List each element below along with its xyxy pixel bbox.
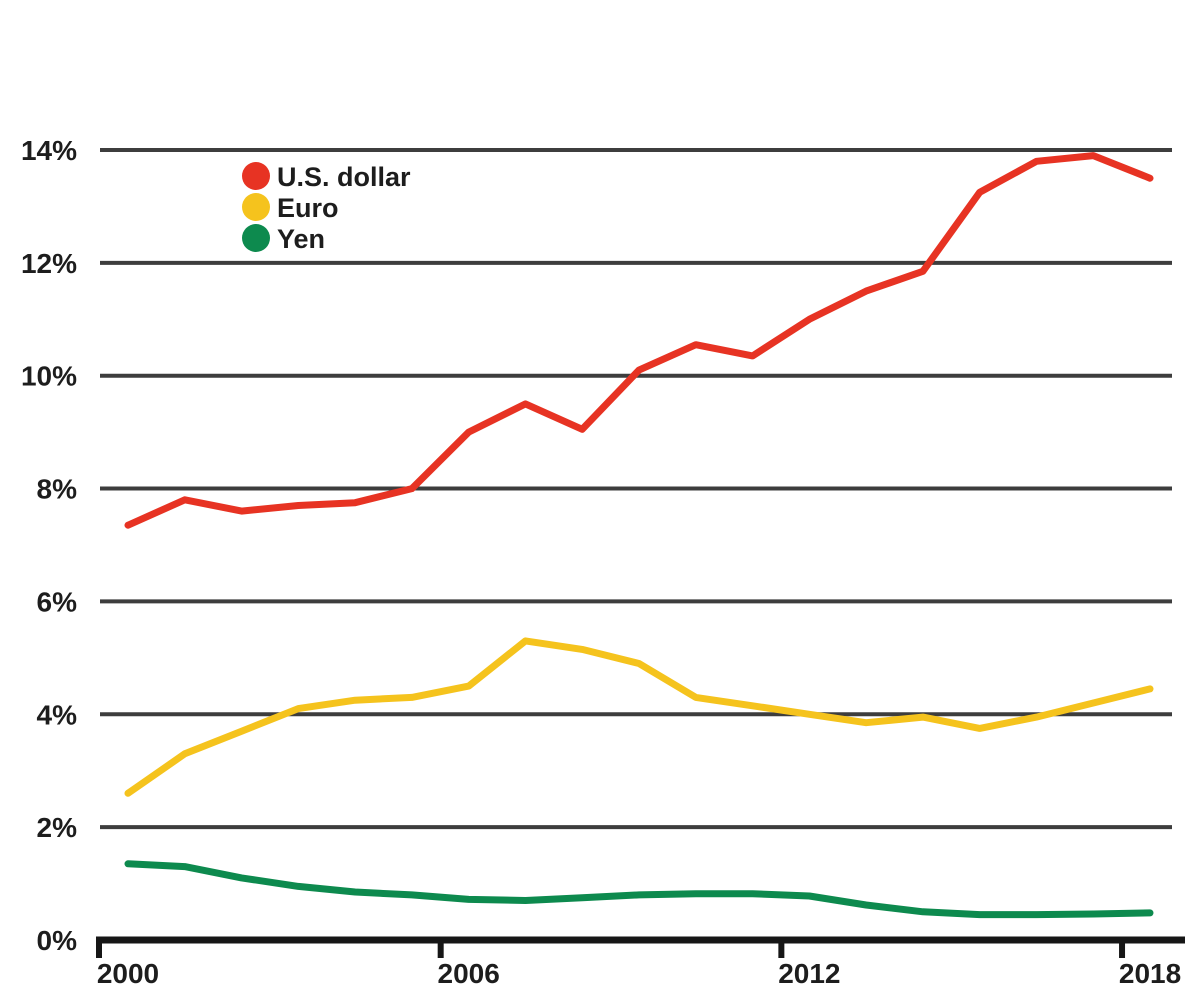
x-tick-label: 2006 [438, 958, 500, 989]
legend-label-yen: Yen [277, 224, 325, 254]
yen-line [124, 860, 1154, 919]
x-tick-label: 2018 [1119, 958, 1181, 989]
y-tick-label: 0% [37, 925, 78, 956]
y-tick-label: 12% [21, 248, 77, 279]
legend-swatch-euro-icon [242, 193, 270, 221]
euro-line [124, 637, 1154, 797]
legend-label-u-s-dollar: U.S. dollar [277, 162, 411, 192]
u-s-dollar-line [124, 152, 1154, 529]
y-tick-label: 4% [37, 699, 78, 730]
y-tick-label: 6% [37, 586, 78, 617]
y-tick-label: 2% [37, 812, 78, 843]
legend-label-euro: Euro [277, 193, 339, 223]
y-tick-label: 8% [37, 474, 78, 505]
legend-swatch-yen-icon [242, 224, 270, 252]
x-tick-label: 2012 [778, 958, 840, 989]
x-tick-label: 2000 [97, 958, 159, 989]
y-tick-label: 14% [21, 135, 77, 166]
legend-swatch-u-s-dollar-icon [242, 162, 270, 190]
y-tick-label: 10% [21, 361, 77, 392]
